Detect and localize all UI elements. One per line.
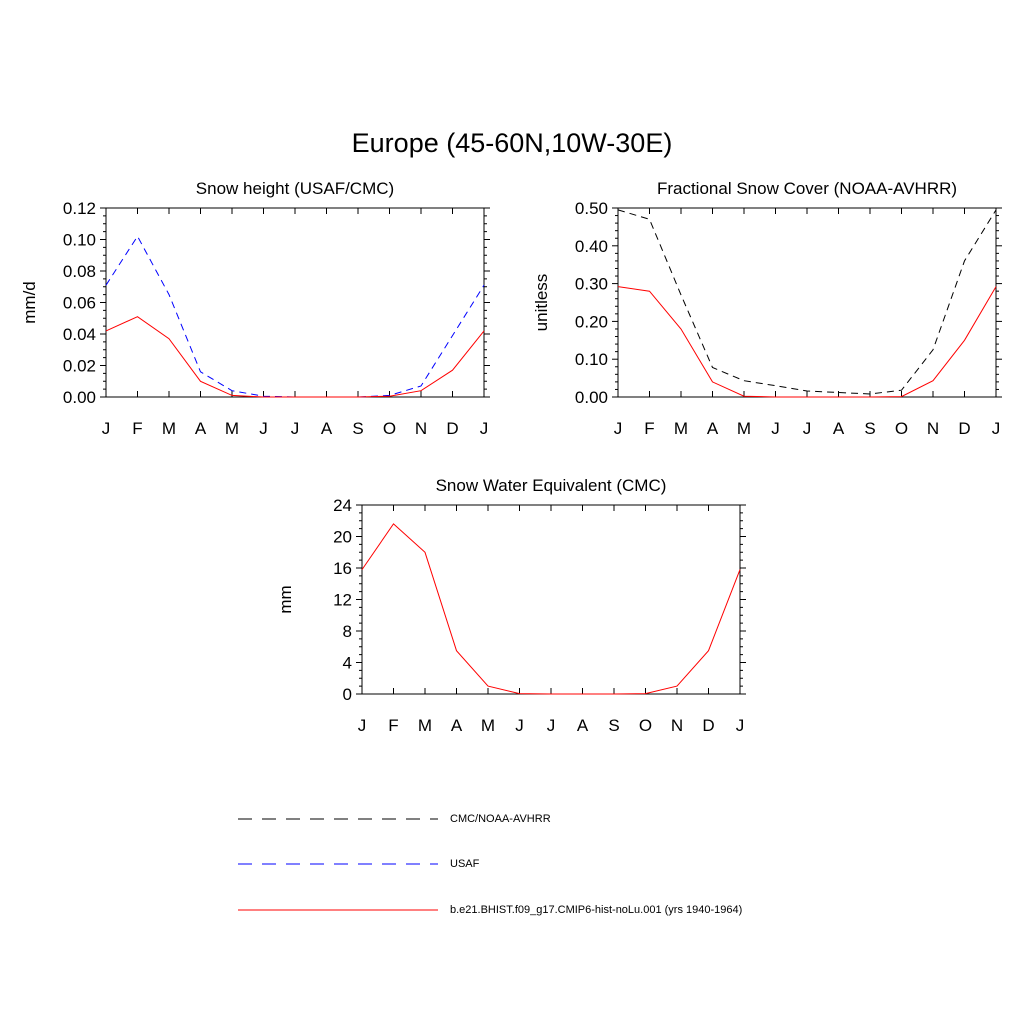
x-tick-label: J	[803, 419, 812, 438]
x-tick-label: O	[895, 419, 908, 438]
x-tick-label: S	[352, 419, 363, 438]
x-tick-label: J	[102, 419, 111, 438]
y-tick-label: 12	[333, 591, 352, 610]
y-tick-label: 8	[343, 622, 352, 641]
x-tick-label: M	[481, 716, 495, 735]
series-line-b	[105, 316, 485, 398]
x-tick-label: O	[383, 419, 396, 438]
x-tick-label: D	[702, 716, 714, 735]
y-axis-label: unitless	[532, 274, 551, 332]
y-tick-label: 20	[333, 528, 352, 547]
plot-frame-snow-height	[105, 207, 485, 398]
x-tick-label: A	[577, 716, 589, 735]
x-tick-label: A	[833, 419, 845, 438]
y-tick-label: 0.06	[63, 294, 96, 313]
x-tick-label: J	[614, 419, 623, 438]
figure-title: Europe (45-60N,10W-30E)	[351, 128, 673, 158]
y-tick-label: 0.10	[63, 231, 96, 250]
series-line-usaf	[105, 235, 485, 398]
plot-frame-snow-cover	[617, 207, 997, 398]
legend-item-usaf: USAF	[238, 854, 838, 874]
x-tick-label: J	[259, 419, 268, 438]
y-tick-label: 0.04	[63, 325, 96, 344]
panel-snow-height: J F M A M J J A S O N D J0.000.020.040.060.080.100.1…	[20, 179, 490, 438]
x-tick-label: J	[547, 716, 556, 735]
x-tick-label: D	[446, 419, 458, 438]
x-tick-label: M	[674, 419, 688, 438]
y-tick-label: 4	[343, 654, 352, 673]
y-axis-label: mm	[276, 585, 295, 613]
series-line-cmc	[617, 209, 997, 395]
series-line-b	[617, 286, 997, 398]
x-tick-label: A	[195, 419, 207, 438]
x-tick-label: A	[321, 419, 333, 438]
x-tick-label: J	[515, 716, 524, 735]
panel-title: Snow height (USAF/CMC)	[196, 179, 394, 198]
legend-label-cmc: CMC/NOAA-AVHRR	[450, 813, 551, 825]
y-tick-label: 0.40	[575, 237, 608, 256]
x-tick-label: N	[415, 419, 427, 438]
x-tick-label: N	[927, 419, 939, 438]
panel-title: Snow Water Equivalent (CMC)	[436, 476, 667, 495]
x-tick-label: J	[291, 419, 300, 438]
x-tick-label: J	[992, 419, 1001, 438]
y-tick-label: 0.00	[63, 388, 96, 407]
x-tick-label: F	[132, 419, 142, 438]
y-tick-label: 0.30	[575, 275, 608, 294]
y-tick-label: 0.02	[63, 357, 96, 376]
y-tick-label: 0.50	[575, 199, 608, 218]
y-tick-label: 0	[343, 685, 352, 704]
x-tick-label: N	[671, 716, 683, 735]
x-tick-label: A	[707, 419, 719, 438]
legend-item-cmc: CMC/NOAA-AVHRR	[238, 809, 838, 829]
y-tick-label: 0.10	[575, 350, 608, 369]
x-tick-label: M	[418, 716, 432, 735]
y-tick-label: 16	[333, 559, 352, 578]
legend-label-model: b.e21.BHIST.f09_g17.CMIP6-hist-noLu.001 …	[450, 904, 743, 916]
panel-title: Fractional Snow Cover (NOAA-AVHRR)	[657, 179, 957, 198]
x-tick-label: J	[358, 716, 367, 735]
y-tick-label: 24	[333, 496, 352, 515]
plot-frame-swe	[361, 504, 741, 695]
series-line-b	[361, 523, 741, 695]
legend-item-model: b.e21.BHIST.f09_g17.CMIP6-hist-noLu.001 …	[238, 900, 838, 920]
x-tick-label: J	[736, 716, 745, 735]
y-tick-label: 0.12	[63, 199, 96, 218]
y-axis-label: mm/d	[20, 281, 39, 324]
x-tick-label: M	[737, 419, 751, 438]
x-tick-label: A	[451, 716, 463, 735]
legend-label-usaf: USAF	[450, 858, 480, 870]
x-tick-label: S	[608, 716, 619, 735]
x-tick-label: D	[958, 419, 970, 438]
panel-fractional-snow-cover: J F M A M J J A S O N D J0.000.100.200.300.400.50Fra…	[532, 179, 1002, 438]
x-tick-label: S	[864, 419, 875, 438]
x-tick-label: J	[771, 419, 780, 438]
x-tick-label: M	[225, 419, 239, 438]
x-tick-label: M	[162, 419, 176, 438]
y-tick-label: 0.20	[575, 312, 608, 331]
y-tick-label: 0.08	[63, 262, 96, 281]
y-tick-label: 0.00	[575, 388, 608, 407]
x-tick-label: O	[639, 716, 652, 735]
x-tick-label: F	[644, 419, 654, 438]
x-tick-label: F	[388, 716, 398, 735]
x-tick-label: J	[480, 419, 489, 438]
